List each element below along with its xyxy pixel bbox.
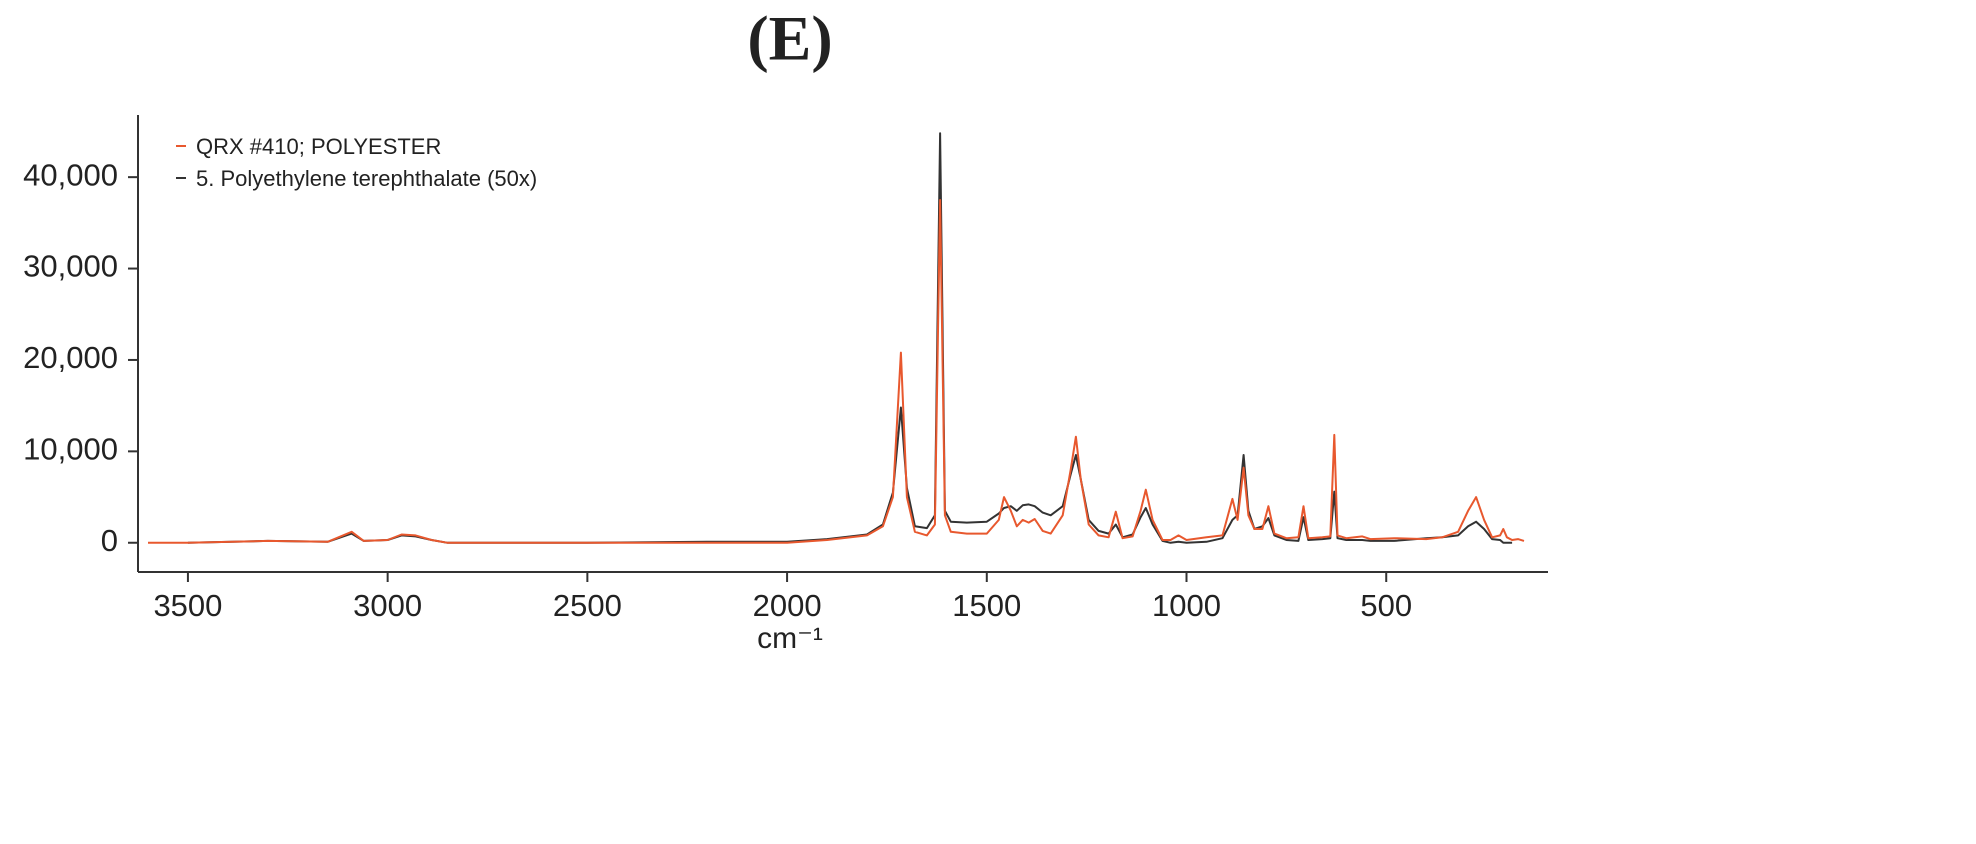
- y-tick-label: 30,000: [23, 249, 118, 284]
- legend-label: 5. Polyethylene terephthalate (50x): [196, 166, 537, 191]
- x-tick-label: 1000: [1152, 588, 1221, 623]
- x-tick-label: 1500: [952, 588, 1021, 623]
- y-tick-label: 0: [101, 523, 118, 558]
- x-tick-label: 2500: [553, 588, 622, 623]
- y-tick-label: 10,000: [23, 432, 118, 467]
- legend-label: QRX #410; POLYESTER: [196, 134, 441, 159]
- y-tick-label: 40,000: [23, 157, 118, 192]
- x-axis-label: cm⁻¹: [757, 622, 823, 655]
- x-tick-label: 500: [1360, 588, 1412, 623]
- y-tick-label: 20,000: [23, 340, 118, 375]
- x-tick-label: 3000: [353, 588, 422, 623]
- series-line: [187, 132, 1513, 544]
- series-line: [148, 199, 1525, 544]
- x-tick-label: 3500: [153, 588, 222, 623]
- chart-title: (E): [747, 3, 832, 74]
- x-tick-label: 2000: [753, 588, 822, 623]
